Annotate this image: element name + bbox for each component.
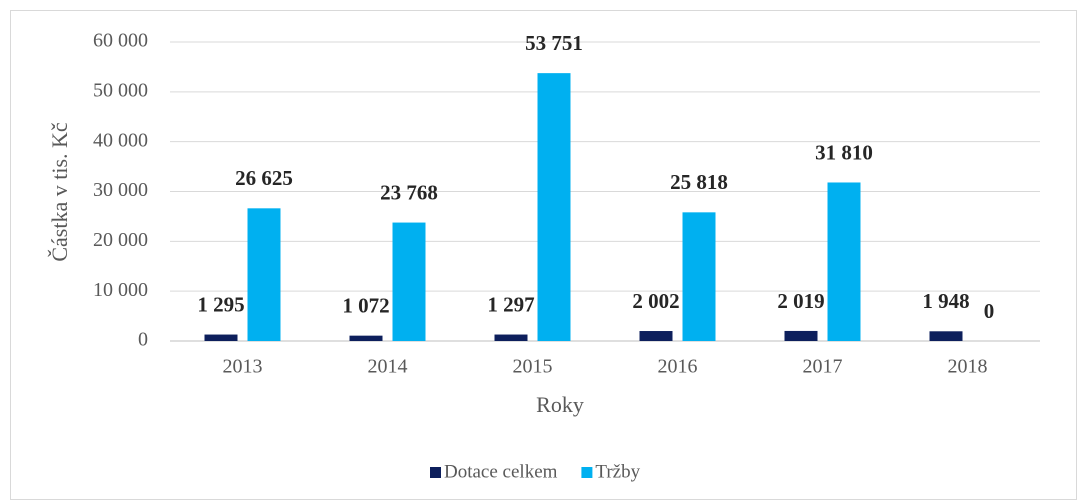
legend-swatch <box>581 467 593 478</box>
value-label: 1 072 <box>342 293 389 317</box>
value-label: 1 295 <box>197 292 244 316</box>
y-tick-label: 20 000 <box>93 229 148 251</box>
legend-label: Dotace celkem <box>444 461 558 482</box>
bar <box>784 330 818 341</box>
value-label: 1 948 <box>922 289 969 313</box>
y-tick-label: 50 000 <box>93 79 148 101</box>
y-tick-label: 10 000 <box>93 279 148 301</box>
bar <box>682 212 716 341</box>
bar <box>639 331 673 341</box>
y-tick-label: 0 <box>138 329 148 351</box>
bar <box>349 335 383 341</box>
y-tick-label: 40 000 <box>93 129 148 151</box>
x-tick-label: 2016 <box>658 356 698 378</box>
x-tick-label: 2014 <box>368 356 408 378</box>
bar <box>204 334 238 341</box>
value-label: 2 002 <box>632 289 679 313</box>
bar <box>494 334 528 341</box>
bar <box>827 182 861 341</box>
value-label: 31 810 <box>815 140 873 164</box>
y-tick-label: 30 000 <box>93 179 148 201</box>
x-tick-label: 2018 <box>948 356 988 378</box>
bar <box>537 73 571 342</box>
x-tick-label: 2013 <box>223 356 263 378</box>
value-label: 23 768 <box>380 180 438 204</box>
value-label: 1 297 <box>487 292 534 316</box>
legend-label: Tržby <box>595 461 640 482</box>
y-tick-label: 60 000 <box>93 30 148 52</box>
bar <box>247 208 281 341</box>
value-label: 53 751 <box>525 31 583 55</box>
x-tick-label: 2017 <box>803 356 843 378</box>
bar <box>929 331 963 341</box>
value-label: 0 <box>984 299 995 323</box>
value-label: 2 019 <box>777 289 824 313</box>
value-label: 26 625 <box>235 166 293 190</box>
bar <box>392 222 426 341</box>
value-label: 25 818 <box>670 170 728 194</box>
x-axis-title: Roky <box>536 392 584 417</box>
legend-swatch <box>430 467 441 478</box>
y-axis-title: Částka v tis. Kč <box>47 122 72 262</box>
x-tick-label: 2015 <box>513 356 553 378</box>
